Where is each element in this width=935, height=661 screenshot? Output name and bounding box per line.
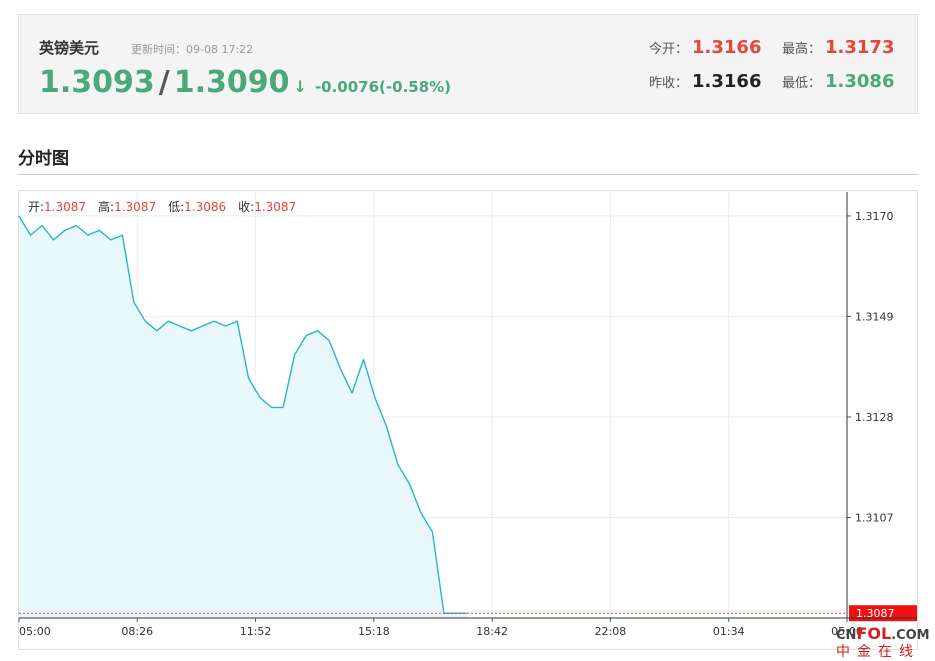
ohlc-close-label: 收:	[238, 200, 255, 214]
stat-prev-close-value: 1.3166	[692, 71, 762, 92]
x-tick-label: 22:08	[595, 625, 627, 638]
price-area	[19, 215, 467, 618]
instrument-name: 英镑美元	[39, 39, 100, 57]
stat-high-label: 最高：	[782, 42, 822, 57]
x-tick-label: 15:18	[358, 625, 390, 638]
price-row: 1.3093/1.3090 ↓ -0.0076(-0.58%)	[39, 65, 451, 101]
x-tick-label: 05:00	[831, 625, 863, 638]
logo-text-cn: CN	[836, 628, 857, 643]
y-tick-label: 1.3149	[855, 310, 894, 323]
price-line	[18, 215, 467, 614]
chart-frame	[18, 190, 918, 650]
x-tick-label: 18:42	[476, 625, 508, 638]
stat-open: 今开： 1.3166	[649, 37, 761, 58]
price-separator: /	[158, 65, 170, 100]
y-tick-label: 1.3170	[855, 210, 894, 223]
ohlc-close-value: 1.3087	[254, 200, 297, 214]
update-time: 更新时间：09-08 17:22	[131, 43, 254, 56]
x-tick-label: 11:52	[240, 625, 272, 638]
stat-low-value: 1.3086	[825, 71, 895, 92]
ohlc-low-value: 1.3086	[184, 200, 227, 214]
last-price-tag	[849, 605, 917, 622]
y-tick-label: 1.3128	[855, 411, 894, 424]
logo-text-com: .COM	[891, 628, 930, 643]
stat-open-label: 今开：	[649, 42, 689, 57]
last-price-label: 1.3087	[856, 607, 895, 620]
stat-open-value: 1.3166	[692, 37, 762, 58]
ask-price: 1.3090	[173, 65, 290, 100]
stat-low-label: 最低：	[782, 76, 822, 91]
quote-panel: 英镑美元 更新时间：09-08 17:22 1.3093/1.3090 ↓ -0.0…	[18, 14, 918, 114]
x-tick-label: 05:00	[19, 625, 51, 638]
ohlc-low-label: 低:	[168, 200, 185, 214]
bid-price: 1.3093	[39, 65, 155, 100]
ohlc-high-value: 1.3087	[114, 200, 157, 214]
price-change: -0.0076(-0.58%)	[314, 78, 452, 96]
ohlc-open-label: 开:	[28, 200, 45, 214]
stat-low: 最低： 1.3086	[782, 71, 894, 92]
stat-prev-close: 昨收： 1.3166	[649, 71, 761, 92]
logo-text-chinese: 中金在线	[836, 644, 920, 660]
ohlc-readout: 开:1.3087 高:1.3087 低:1.3086 收:1.3087	[28, 198, 308, 215]
logo-text-fol: FOL	[856, 624, 892, 643]
stat-prev-close-label: 昨收：	[649, 76, 689, 91]
x-tick-label: 08:26	[121, 625, 153, 638]
section-title: 分时图	[18, 149, 69, 169]
stat-high-value: 1.3173	[825, 37, 895, 58]
x-tick-label: 01:34	[713, 625, 745, 638]
ohlc-high-label: 高:	[98, 200, 115, 214]
cnfol-logo: CNFOL.COM 中金在线	[836, 624, 932, 660]
ohlc-open-value: 1.3087	[44, 200, 87, 214]
down-arrow-icon: ↓	[293, 77, 307, 96]
y-tick-label: 1.3107	[855, 511, 894, 524]
section-divider	[18, 174, 918, 175]
stat-high: 最高： 1.3173	[782, 37, 894, 58]
